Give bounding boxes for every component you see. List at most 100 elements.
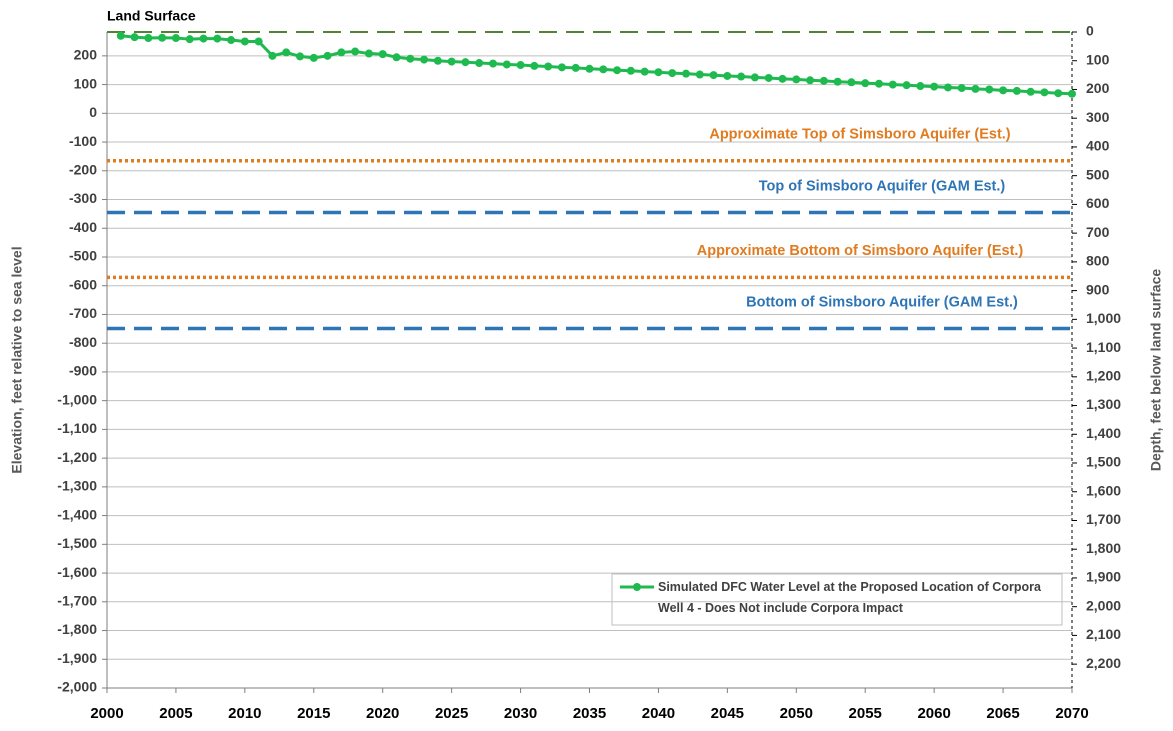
data-point xyxy=(530,61,539,70)
y-tick-label: -2,000 xyxy=(57,679,97,695)
data-point xyxy=(1054,89,1063,98)
data-point xyxy=(847,78,856,87)
y2-tick-label: 1,600 xyxy=(1086,482,1121,498)
data-point xyxy=(557,63,566,72)
y2-tick-label: 500 xyxy=(1086,166,1110,182)
x-tick-label: 2010 xyxy=(228,705,261,722)
data-point xyxy=(130,33,139,42)
y2-tick-label: 900 xyxy=(1086,281,1110,297)
data-point xyxy=(433,56,442,65)
data-point xyxy=(502,60,511,69)
y2-tick-label: 600 xyxy=(1086,195,1110,211)
y2-tick-label: 2,200 xyxy=(1086,655,1121,671)
y2-tick-label: 200 xyxy=(1086,80,1110,96)
data-point xyxy=(185,35,194,44)
legend-label: Simulated DFC Water Level at the Propose… xyxy=(658,580,1041,615)
y2-tick-label: 1,100 xyxy=(1086,339,1121,355)
y-tick-label: -800 xyxy=(69,334,97,350)
data-point xyxy=(475,59,484,68)
data-point xyxy=(144,34,153,43)
data-point xyxy=(806,76,815,85)
data-point xyxy=(750,73,759,82)
y-tick-label: -400 xyxy=(69,219,97,235)
legend-marker xyxy=(633,583,641,591)
data-point xyxy=(792,75,801,84)
y2-tick-label: 2,000 xyxy=(1086,597,1121,613)
data-point xyxy=(613,66,622,75)
data-point xyxy=(227,36,236,45)
data-point xyxy=(158,33,167,42)
land-surface-label: Land Surface xyxy=(107,8,196,24)
y2-tick-label: 1,000 xyxy=(1086,310,1121,326)
x-tick-label: 2045 xyxy=(711,705,744,722)
data-point xyxy=(943,83,952,92)
data-point xyxy=(585,64,594,73)
y-tick-label: -1,400 xyxy=(57,506,97,522)
reference-label: Approximate Top of Simsboro Aquifer (Est… xyxy=(709,127,1010,143)
y-tick-label: -1,700 xyxy=(57,593,97,609)
data-point xyxy=(199,34,208,43)
data-point xyxy=(971,84,980,93)
y-tick-label: -100 xyxy=(69,133,97,149)
y-tick-label: -600 xyxy=(69,276,97,292)
data-point xyxy=(268,51,277,60)
data-point xyxy=(833,77,842,86)
data-point xyxy=(351,47,360,56)
data-point xyxy=(461,58,470,67)
data-point xyxy=(626,66,635,75)
data-point xyxy=(682,69,690,78)
y-tick-label: -300 xyxy=(69,190,97,206)
data-point xyxy=(695,70,704,79)
x-tick-label: 2015 xyxy=(297,705,330,722)
data-point xyxy=(1012,86,1021,95)
data-point xyxy=(571,63,580,72)
reference-label: Top of Simsboro Aquifer (GAM Est.) xyxy=(759,178,1006,194)
data-point xyxy=(709,71,718,80)
data-point xyxy=(861,79,870,88)
data-point xyxy=(999,86,1008,95)
y2-tick-label: 1,400 xyxy=(1086,425,1121,441)
x-tick-label: 2020 xyxy=(366,705,399,722)
data-point xyxy=(337,48,346,57)
x-tick-label: 2030 xyxy=(504,705,537,722)
reference-label: Bottom of Simsboro Aquifer (GAM Est.) xyxy=(746,294,1018,310)
reference-label: Approximate Bottom of Simsboro Aquifer (… xyxy=(697,243,1024,259)
data-point xyxy=(737,72,746,81)
y-tick-label: 0 xyxy=(89,104,97,120)
y2-tick-label: 100 xyxy=(1086,51,1110,67)
data-point xyxy=(916,82,925,91)
y-tick-label: -500 xyxy=(69,248,97,264)
y2-tick-label: 800 xyxy=(1086,253,1110,269)
y-tick-label: -1,000 xyxy=(57,391,97,407)
x-tick-label: 2055 xyxy=(849,705,882,722)
data-point xyxy=(282,48,291,57)
data-point xyxy=(1068,89,1076,98)
y-tick-label: 200 xyxy=(74,47,98,63)
data-point xyxy=(309,53,318,62)
data-point xyxy=(323,51,332,60)
data-point xyxy=(654,68,663,77)
y-tick-label: -1,600 xyxy=(57,564,97,580)
data-point xyxy=(171,34,180,43)
x-tick-label: 2040 xyxy=(642,705,675,722)
data-point xyxy=(723,71,732,80)
y2-tick-label: 0 xyxy=(1086,23,1094,39)
data-point xyxy=(544,62,553,71)
data-point xyxy=(778,74,787,83)
y-tick-label: -1,900 xyxy=(57,650,97,666)
series-line xyxy=(120,34,1073,96)
data-point xyxy=(985,85,994,94)
data-point xyxy=(902,81,911,90)
y-tick-label: -1,500 xyxy=(57,535,97,551)
y2-tick-label: 1,200 xyxy=(1086,368,1121,384)
y-tick-label: 100 xyxy=(74,75,98,91)
data-point xyxy=(254,37,263,46)
y-tick-label: -1,300 xyxy=(57,478,97,494)
data-point xyxy=(240,37,249,46)
y2-tick-label: 1,500 xyxy=(1086,454,1121,470)
y2-tick-label: 1,700 xyxy=(1086,511,1121,527)
data-point xyxy=(406,54,415,63)
y-tick-label: -700 xyxy=(69,305,97,321)
